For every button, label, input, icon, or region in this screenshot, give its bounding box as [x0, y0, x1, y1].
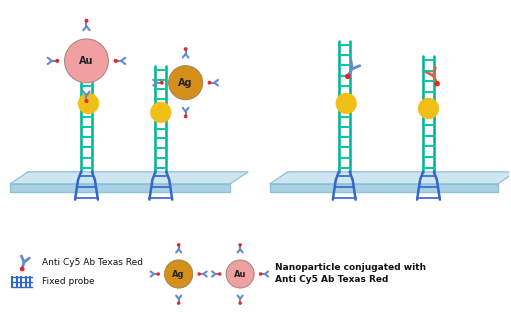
- Circle shape: [160, 82, 163, 84]
- Circle shape: [336, 93, 356, 113]
- Polygon shape: [270, 184, 498, 192]
- Circle shape: [85, 20, 88, 22]
- Circle shape: [435, 82, 439, 86]
- Circle shape: [346, 74, 350, 78]
- Circle shape: [184, 115, 187, 117]
- Text: Anti Cy5 Ab Texas Red: Anti Cy5 Ab Texas Red: [275, 276, 388, 284]
- Circle shape: [239, 302, 241, 304]
- Text: Anti Cy5 Ab Texas Red: Anti Cy5 Ab Texas Red: [42, 258, 143, 267]
- Circle shape: [157, 273, 159, 275]
- Polygon shape: [270, 172, 511, 184]
- Circle shape: [178, 244, 180, 246]
- Polygon shape: [10, 184, 230, 192]
- Text: Fixed probe: Fixed probe: [42, 277, 95, 286]
- Circle shape: [114, 60, 117, 62]
- Circle shape: [79, 93, 99, 113]
- Circle shape: [226, 260, 254, 288]
- Circle shape: [56, 60, 59, 62]
- Circle shape: [169, 66, 202, 100]
- Text: Au: Au: [234, 269, 246, 278]
- Circle shape: [219, 273, 221, 275]
- Circle shape: [260, 273, 262, 275]
- Circle shape: [165, 260, 193, 288]
- Circle shape: [85, 100, 88, 102]
- Circle shape: [20, 267, 24, 271]
- Polygon shape: [10, 172, 248, 184]
- Text: Ag: Ag: [178, 78, 193, 88]
- Circle shape: [198, 273, 200, 275]
- Circle shape: [239, 244, 241, 246]
- Circle shape: [151, 102, 171, 122]
- Text: Au: Au: [79, 56, 94, 66]
- Circle shape: [419, 99, 438, 118]
- Circle shape: [184, 48, 187, 50]
- Circle shape: [178, 302, 180, 304]
- Text: Ag: Ag: [172, 269, 185, 278]
- Text: Nanoparticle conjugated with: Nanoparticle conjugated with: [275, 263, 426, 272]
- Circle shape: [208, 82, 211, 84]
- Circle shape: [65, 39, 108, 83]
